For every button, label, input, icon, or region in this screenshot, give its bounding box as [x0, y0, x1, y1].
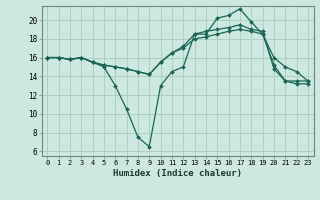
X-axis label: Humidex (Indice chaleur): Humidex (Indice chaleur): [113, 169, 242, 178]
